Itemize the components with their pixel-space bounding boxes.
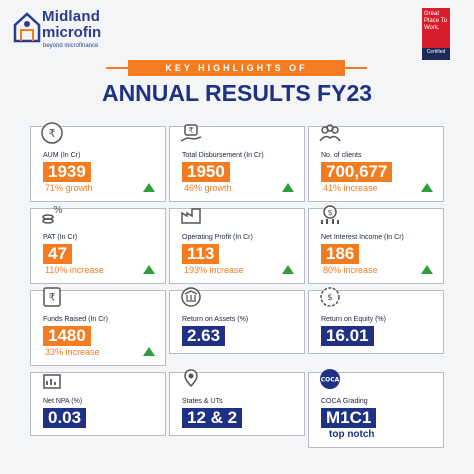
metric-change: 33% increase xyxy=(45,347,100,357)
kicker-band: KEY HIGHLIGHTS OF xyxy=(0,60,474,76)
kicker-line-left xyxy=(106,67,128,69)
svg-text:₹: ₹ xyxy=(188,126,193,135)
coca-badge-icon: COCA xyxy=(320,369,340,389)
brand-name-line1: Midland xyxy=(42,8,101,25)
metric-value: 16.01 xyxy=(321,326,374,346)
metric-label: States & UTs xyxy=(182,398,223,405)
up-arrow-icon xyxy=(143,183,155,192)
metric-card-aum: ₹ AUM (In Cr) 1939 71% growth xyxy=(30,122,166,202)
metric-value: 0.03 xyxy=(43,408,87,428)
metric-label: Funds Raised (In Cr) xyxy=(43,316,108,323)
kicker-line-right xyxy=(345,67,367,69)
metric-label: Return on Equity (%) xyxy=(321,316,386,323)
great-place-to-work-badge: Great Place To Work. Certified xyxy=(422,8,450,60)
metric-card-clients: No. of clients 700,677 41% increase xyxy=(308,124,444,202)
rupee-coin-icon: ₹ xyxy=(41,122,63,144)
metric-note: top notch xyxy=(329,429,375,440)
map-pin-icon xyxy=(184,369,198,388)
page-title: ANNUAL RESULTS FY23 xyxy=(101,80,373,106)
brand-tagline: beyond microfinance xyxy=(43,43,99,49)
metric-label: Operating Profit (In Cr) xyxy=(182,234,253,241)
gptw-certified-label: Certified xyxy=(422,48,450,60)
hand-money-icon: ₹ xyxy=(180,124,202,142)
svg-text:₹: ₹ xyxy=(49,127,56,140)
up-arrow-icon xyxy=(282,183,294,192)
metric-label: COCA Grading xyxy=(321,398,368,405)
metric-label: Net Interest Income (In Cr) xyxy=(321,234,404,241)
metric-change: 193% increase xyxy=(184,265,244,275)
metric-card-disbursement: ₹ Total Disbursement (In Cr) 1950 46% gr… xyxy=(169,124,305,202)
up-arrow-icon xyxy=(143,265,155,274)
people-group-icon xyxy=(319,124,341,142)
up-arrow-icon xyxy=(143,347,155,356)
midland-logo: Midland microfin beyond microfinance xyxy=(12,8,122,52)
metric-value: 1480 xyxy=(43,326,91,346)
metric-label: PAT (In Cr) xyxy=(43,234,78,241)
metric-value: M1C1 xyxy=(321,408,377,428)
money-growth-icon: $ xyxy=(321,205,339,224)
svg-text:₹: ₹ xyxy=(49,291,56,304)
svg-text:$: $ xyxy=(327,208,332,217)
metric-value: 186 xyxy=(321,244,360,264)
metric-card-funds-raised: ₹ Funds Raised (In Cr) 1480 33% increase xyxy=(30,287,166,366)
metric-value: 1950 xyxy=(182,162,230,182)
metric-value: 47 xyxy=(43,244,72,264)
npa-chart-icon xyxy=(43,374,61,389)
metric-change: 41% increase xyxy=(323,183,378,193)
metric-label: AUM (In Cr) xyxy=(43,152,81,159)
metric-label: Return on Assets (%) xyxy=(182,316,249,323)
metric-change: 71% growth xyxy=(45,183,93,193)
equity-gear-icon: $ xyxy=(320,287,340,307)
metric-value: 700,677 xyxy=(321,162,393,182)
coins-percent-icon: % xyxy=(42,205,63,224)
gptw-text: Great Place To Work. xyxy=(424,11,447,31)
up-arrow-icon xyxy=(421,265,433,274)
brand-name-line2: microfin xyxy=(42,24,102,41)
metric-change: 46% growth xyxy=(184,183,232,193)
metric-card-return-on-equity: $ Return on Equity (%) 16.01 xyxy=(308,287,444,354)
metric-value: 2.63 xyxy=(182,326,226,346)
metric-card-pat: % PAT (In Cr) 47 110% increase xyxy=(30,205,166,284)
svg-text:$: $ xyxy=(327,293,333,303)
metric-change: 110% increase xyxy=(45,265,104,275)
metric-value: 12 & 2 xyxy=(182,408,243,428)
svg-text:COCA: COCA xyxy=(321,377,340,384)
house-logo-icon xyxy=(13,12,41,43)
metric-value: 113 xyxy=(182,244,220,264)
metric-value: 1939 xyxy=(43,162,91,182)
metric-card-return-on-assets: Return on Assets (%) 2.63 xyxy=(169,287,305,354)
metric-card-operating-profit: Operating Profit (In Cr) 113 193% increa… xyxy=(169,208,305,284)
metric-card-coca-grading: COCA COCA Grading M1C1 top notch xyxy=(308,369,444,448)
metric-card-states-uts: States & UTs 12 & 2 xyxy=(169,369,305,436)
up-arrow-icon xyxy=(282,265,294,274)
metric-label: No. of clients xyxy=(321,152,362,159)
up-arrow-icon xyxy=(421,183,433,192)
metric-label: Net NPA (%) xyxy=(43,398,83,405)
metric-label: Total Disbursement (In Cr) xyxy=(182,152,264,159)
bank-return-icon xyxy=(181,287,201,307)
rupee-stack-icon: ₹ xyxy=(43,287,61,307)
metric-change: 80% increase xyxy=(323,265,378,275)
metric-card-net-npa: Net NPA (%) 0.03 xyxy=(30,372,166,436)
kicker-text: KEY HIGHLIGHTS OF xyxy=(128,60,345,76)
svg-text:%: % xyxy=(53,205,63,216)
metric-card-net-interest-income: $ Net Interest Income (In Cr) 186 80% in… xyxy=(308,205,444,284)
factory-chart-icon xyxy=(181,208,201,224)
